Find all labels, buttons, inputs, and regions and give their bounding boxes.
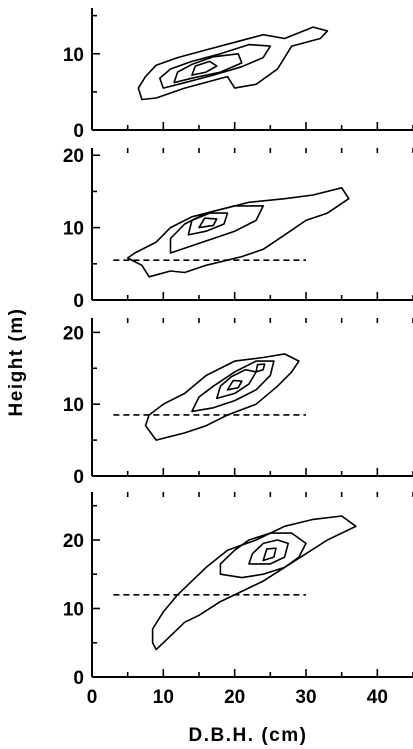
contour-line (226, 379, 243, 391)
y-tick-label: 0 (73, 291, 84, 312)
contour-line (191, 360, 275, 413)
y-tick-label: 10 (63, 599, 84, 620)
panel: 0 10 20 (63, 146, 413, 312)
contour-line (191, 60, 218, 76)
x-axis: 0 10 20 30 40 (87, 687, 388, 708)
panel: 0 10 20 (63, 492, 413, 689)
contour-line (187, 212, 229, 236)
y-tick-label: 10 (63, 45, 84, 66)
contour-line (126, 187, 350, 278)
y-tick-label: 20 (63, 531, 84, 552)
contour-line (219, 532, 307, 579)
contour-line (173, 53, 243, 84)
contour-line (198, 217, 218, 229)
y-tick-label: 10 (63, 219, 84, 240)
y-axis-title: Height (m) (6, 308, 27, 417)
y-tick-label: 0 (73, 668, 84, 689)
y-tick-label: 0 (73, 467, 84, 488)
panel: 0 10 20 (63, 318, 413, 488)
y-tick-label: 20 (63, 323, 84, 344)
contour-line (248, 539, 289, 565)
contour-line (159, 43, 272, 89)
x-tick-label: 10 (153, 687, 174, 708)
x-tick-label: 20 (224, 687, 245, 708)
contour-line (144, 353, 300, 441)
x-tick-label: 40 (367, 687, 388, 708)
contour-line (169, 205, 264, 254)
panels-group: 0 10 0 10 20 0 10 20 0 10 20 (63, 8, 413, 689)
contour-line (255, 363, 266, 373)
panel: 0 10 (63, 8, 413, 142)
contour-line (216, 368, 257, 400)
y-tick-label: 0 (73, 121, 84, 142)
x-tick-label: 30 (295, 687, 316, 708)
y-tick-label: 10 (63, 395, 84, 416)
contour-line (262, 547, 277, 562)
x-axis-title: D.B.H. (cm) (189, 725, 308, 746)
x-tick-label: 0 (87, 687, 98, 708)
contour-line (151, 515, 357, 651)
y-tick-label: 20 (63, 146, 84, 167)
contour-line (137, 26, 329, 101)
